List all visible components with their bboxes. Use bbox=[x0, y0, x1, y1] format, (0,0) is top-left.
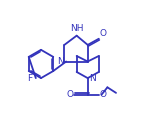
Text: O: O bbox=[99, 90, 106, 99]
Text: N: N bbox=[89, 74, 95, 83]
Text: O: O bbox=[66, 90, 73, 99]
Text: O: O bbox=[100, 29, 107, 38]
Text: NH: NH bbox=[70, 24, 84, 33]
Text: F: F bbox=[28, 74, 33, 83]
Text: N: N bbox=[57, 57, 64, 66]
